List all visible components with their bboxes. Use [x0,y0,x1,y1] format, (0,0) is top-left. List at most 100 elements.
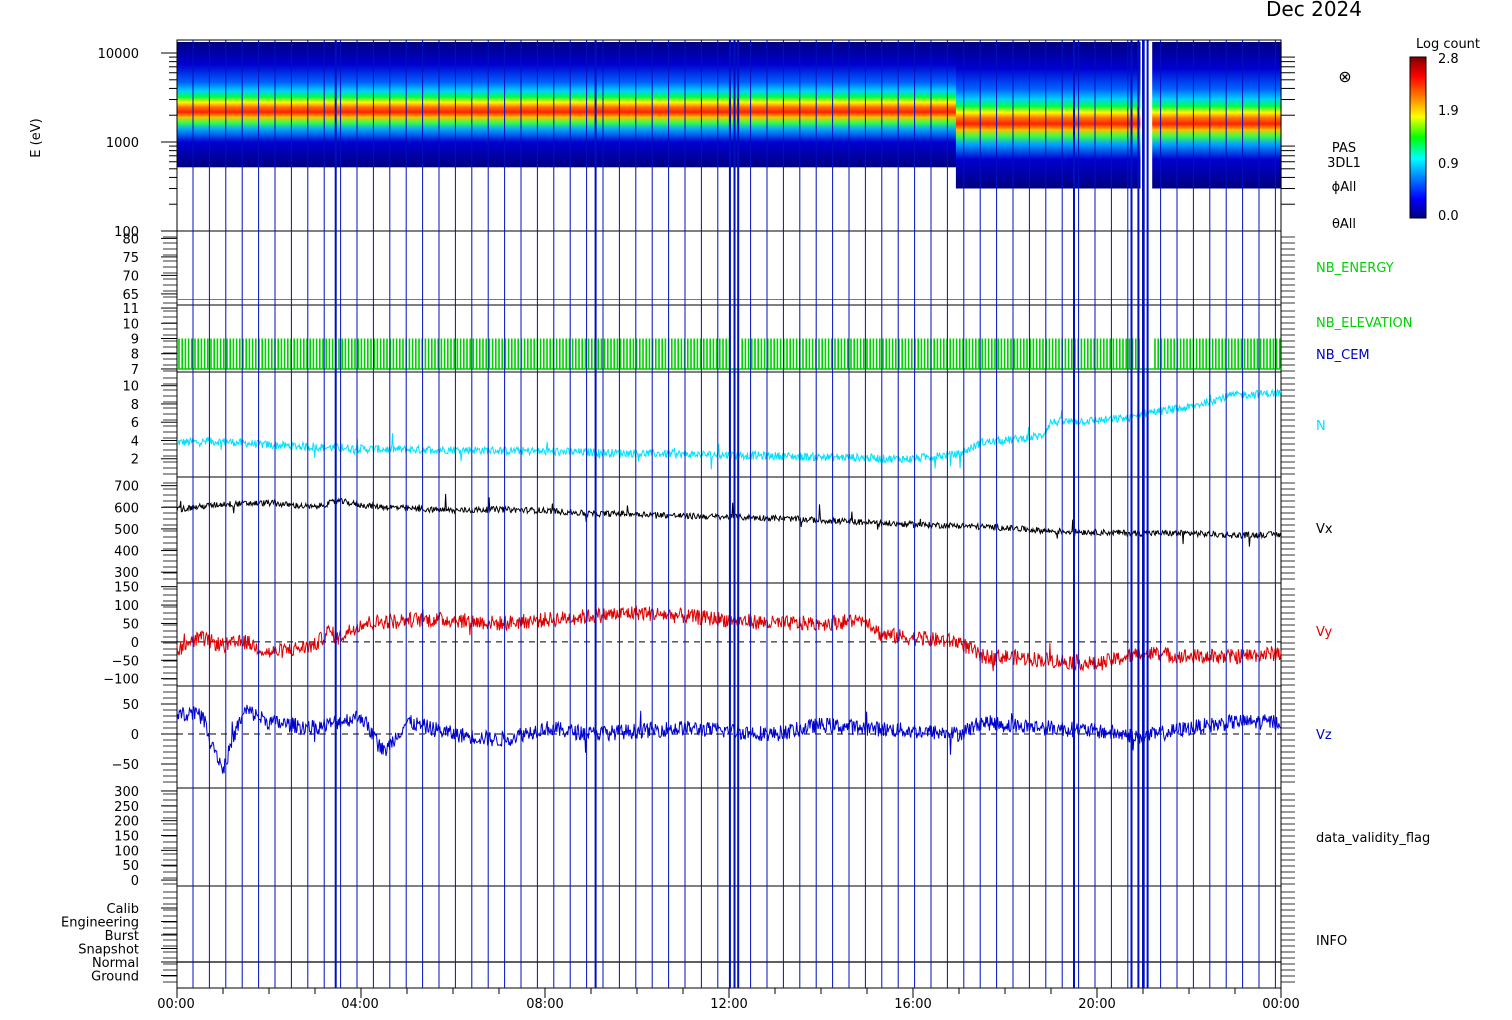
spectrogram-column [569,42,577,168]
spectrogram-column [1182,42,1190,189]
spectrogram-column [281,42,288,168]
spectrogram-column [1195,42,1202,189]
spectrogram-column [1029,42,1037,189]
spectrogram-column [679,42,687,168]
spectrogram-column [1268,42,1276,189]
spectrogram-column [876,42,883,168]
spectrogram-column [1017,42,1024,189]
spectrogram-column [814,42,822,168]
spectrogram-column [630,42,638,168]
spectrogram-column [416,42,423,168]
spectrogram-column [428,42,436,168]
spectrogram-column [367,42,374,168]
spectrogram-column [342,42,350,168]
spectrogram-column [919,42,926,168]
series-label: INFO [1316,934,1347,949]
colorbar-tick-label: 2.8 [1438,52,1459,67]
y-axis-label: E (eV) [29,118,44,157]
spectrogram-column [1244,42,1251,189]
y-tick-label: 400 [114,545,139,560]
spectrogram-column [833,42,840,168]
y-tick-label: 50 [122,698,139,713]
time-axis: 00:00 04:00 08:00 12:00 16:00 20:00 00:0… [157,997,1299,1012]
y-tick-label: 150 [114,581,139,596]
spectrogram-column [1011,42,1018,189]
spectrogram-column [244,42,252,168]
spectrogram-column [287,42,295,168]
spectrogram-column [551,42,558,168]
spectrogram-column [354,42,362,168]
spectrogram-column [483,42,491,168]
spectrogram-column [207,42,215,168]
spectrogram-column [1231,42,1239,189]
y-tick-label: 70 [122,269,139,284]
spectrogram-column [955,42,963,189]
spectrogram-column [1103,42,1110,189]
spectrogram-column [863,42,871,168]
spectrogram-column [262,42,270,168]
spectrogram-column [348,42,356,168]
series-label: NB_ENERGY [1316,261,1394,276]
spectrogram-column [1035,42,1043,189]
spectrogram-column [771,42,779,168]
y-tick-label: 9 [131,333,139,348]
y-tick-label: 8 [131,348,139,363]
spectrogram-column [1133,42,1141,189]
spectrogram-column [882,42,889,168]
spectrogram-column [324,42,331,168]
spectrogram-column [851,42,859,168]
spectrogram-column [931,42,939,168]
series-label: N [1316,419,1326,434]
series-label: NB_ELEVATION [1316,316,1413,331]
colorbar-title: Log count [1416,37,1480,52]
spectrogram-column [1109,42,1116,189]
spectrogram-column [1072,42,1080,189]
spectrogram-column [980,42,988,189]
spectrogram-column [238,42,245,168]
y-tick-label: 10 [122,380,139,395]
x-tick-label: 00:00 [1262,997,1299,1012]
y-tick-label: 500 [114,523,139,538]
y-tick-label: 100 [114,844,139,859]
spectrogram-column [827,42,834,168]
y-tick-label: 0 [131,728,139,743]
spectrogram-column [937,42,945,168]
spectrogram-column [962,42,969,189]
spectrogram-column [643,42,650,168]
spectrogram-column [1207,42,1215,189]
y-tick-label: 8 [131,398,139,413]
spectrogram-column [453,42,460,168]
spectrogram-column [1066,42,1073,189]
spectrogram-column [213,42,221,168]
spectrogram-column [722,42,730,168]
spectrogram-column [232,42,239,168]
y-tick-label: Ground [91,970,139,985]
y-tick-label: 50 [122,617,139,632]
y-tick-label: 6 [131,416,139,431]
spectrogram-column [998,42,1006,189]
spectrogram-column [753,42,761,168]
spectrogram-column [305,42,313,168]
spectrogram-column [1158,42,1165,189]
spectrogram-column [655,42,663,168]
spectrogram-column [532,42,540,168]
x-tick-label: 04:00 [341,997,378,1012]
spectrogram-column [434,42,442,168]
spectrogram-column [1152,42,1159,189]
spectrogram-column [422,42,429,168]
colorbar: Log count 2.8 1.9 0.9 0.0 [1409,37,1480,224]
y-tick-label: 700 [114,480,139,495]
spectrogram-column [587,42,595,168]
spectrogram-column [1121,42,1129,189]
spectrogram-column [1164,42,1172,189]
spectrogram-column [906,42,914,168]
spectrogram-column [256,42,264,168]
spectrogram-column [612,42,620,168]
spectrogram-column [520,42,528,168]
colorbar-gradient [1409,56,1427,219]
y-tick-label: 11 [122,302,139,317]
spectrogram-column [1189,42,1196,189]
spectrogram-column [925,42,932,168]
spectrogram-column [704,42,712,168]
